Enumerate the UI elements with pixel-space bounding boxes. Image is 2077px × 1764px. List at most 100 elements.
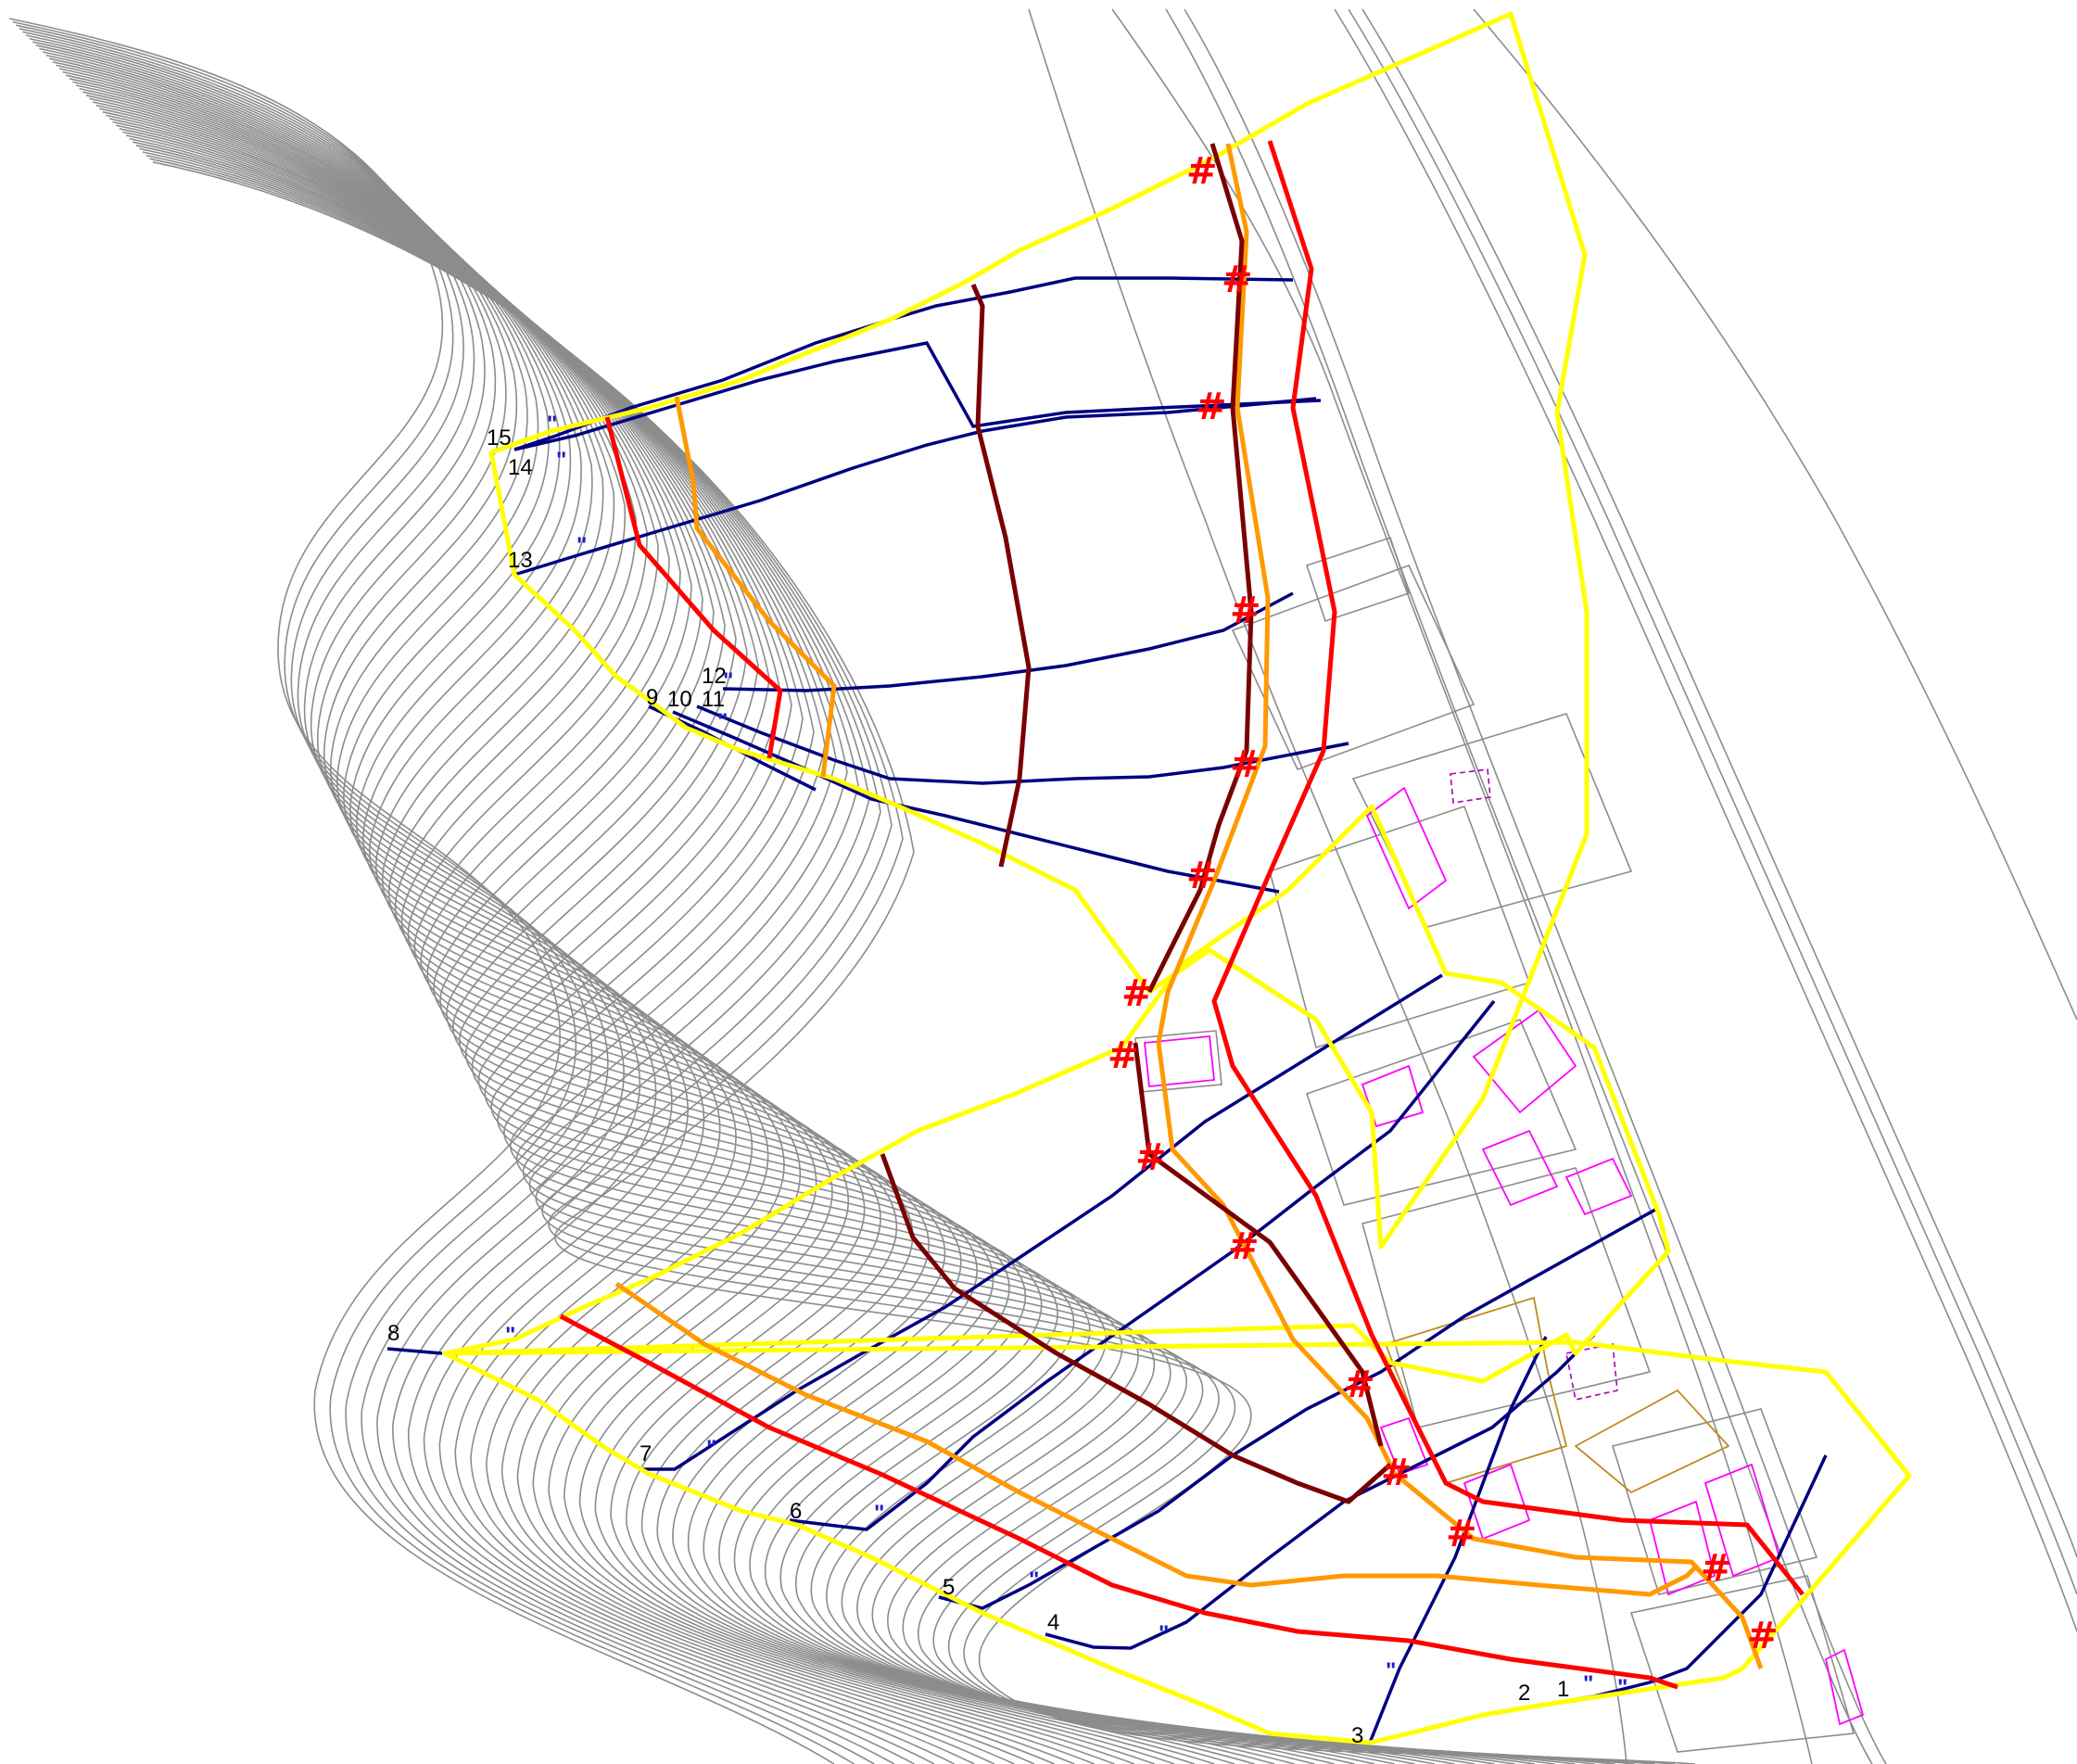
contour-line — [79, 87, 1255, 1764]
dark-line-middle — [970, 284, 1032, 868]
contour-line — [49, 57, 1075, 1764]
rail-line — [1334, 8, 2077, 1632]
section-label-2: 2 — [1518, 1681, 1530, 1706]
contour-line — [58, 68, 1135, 1764]
building-outline — [1144, 1035, 1215, 1087]
road-edge — [1111, 8, 1813, 1764]
tick-mark: " — [556, 448, 566, 473]
section-label-15: 15 — [487, 425, 512, 451]
section-line-5 — [938, 1208, 1656, 1610]
orange-line-upper — [1156, 143, 1764, 1669]
section-line-13 — [513, 397, 1317, 577]
lot-boundary — [1611, 1408, 1818, 1595]
contour-line — [116, 124, 1475, 1764]
section-line-3 — [1368, 1336, 1548, 1744]
section-label-7: 7 — [640, 1441, 652, 1466]
lot-boundary — [1351, 713, 1633, 928]
contour-line — [85, 95, 1296, 1764]
tick-mark: " — [874, 1501, 884, 1526]
contour-line — [45, 54, 1055, 1764]
building-outline — [1365, 786, 1448, 910]
contour-line — [135, 145, 1595, 1764]
building-outline — [1481, 1129, 1559, 1207]
lot-boundary — [1305, 1018, 1577, 1206]
contour-line — [139, 147, 1615, 1764]
profile-lines — [559, 140, 1805, 1690]
boundary-upper — [488, 11, 1589, 1250]
contour-line — [82, 91, 1275, 1764]
section-label-11: 11 — [702, 687, 725, 712]
contour-line — [22, 31, 915, 1764]
lot-boundary — [1231, 564, 1475, 771]
contour-line — [52, 61, 1095, 1764]
section-line-14 — [513, 341, 1322, 451]
contour-line — [66, 74, 1175, 1764]
contour-line — [112, 121, 1455, 1764]
crossing-marker: # — [1135, 1136, 1167, 1179]
crossing-marker: # — [1230, 743, 1261, 786]
red-line-left — [604, 416, 783, 759]
lot-boundary — [1305, 536, 1411, 623]
crossing-marker: # — [1108, 1034, 1139, 1077]
section-label-1: 1 — [1557, 1677, 1569, 1702]
orange-line-lower — [614, 1281, 1698, 1597]
crossing-marker: # — [1228, 1225, 1260, 1268]
section-label-9: 9 — [646, 685, 658, 710]
contour-line — [69, 78, 1196, 1764]
tick-mark: " — [1029, 1567, 1039, 1593]
lot-boundary — [1629, 1575, 1855, 1753]
contour-line — [92, 101, 1336, 1764]
section-line-8 — [386, 1347, 443, 1355]
tick-mark: " — [717, 709, 728, 734]
section-label-6: 6 — [790, 1499, 802, 1524]
crossing-marker: # — [1446, 1513, 1477, 1555]
crossing-markers: # # # # # # # # # # # # # # # — [1108, 150, 1779, 1657]
contour-line — [152, 161, 1695, 1764]
red-line-upper — [1211, 140, 1805, 1596]
contour-line — [133, 141, 1576, 1764]
contour-line — [89, 97, 1315, 1764]
dark-line-bottom — [880, 1153, 1392, 1504]
crossing-marker: # — [1222, 259, 1253, 301]
crossing-marker: # — [1196, 386, 1227, 428]
crossing-marker: # — [1121, 972, 1153, 1015]
tick-mark: " — [576, 533, 587, 558]
section-line-11 — [696, 704, 1349, 785]
crossing-marker: # — [1186, 150, 1218, 193]
crossing-marker: # — [1186, 855, 1218, 897]
red-line-lower — [559, 1313, 1678, 1690]
contour-line — [56, 64, 1115, 1764]
section-label-12: 12 — [702, 664, 727, 689]
road-edge — [1165, 8, 1873, 1764]
dark-line-upper — [1146, 143, 1254, 994]
section-label-5: 5 — [943, 1575, 955, 1600]
contour-line — [149, 158, 1676, 1764]
existing-structure — [1384, 1296, 1568, 1485]
boundary-middle — [442, 804, 1671, 1384]
contour-line — [99, 108, 1375, 1764]
tick-mark: " — [723, 668, 733, 693]
tick-mark: " — [505, 1323, 515, 1348]
contour-line — [39, 47, 1015, 1764]
section-label-14: 14 — [508, 455, 533, 480]
existing-structure — [1574, 1389, 1730, 1494]
building-outline — [1564, 1157, 1633, 1216]
dark-line-lower — [1133, 1042, 1384, 1447]
contour-line — [129, 137, 1555, 1764]
contour-line — [108, 118, 1436, 1764]
tick-mark: " — [547, 412, 557, 437]
section-label-4: 4 — [1047, 1610, 1059, 1635]
section-line-12 — [722, 591, 1294, 692]
rail-line — [1473, 8, 2077, 1021]
contour-line — [8, 18, 835, 1764]
crossing-marker: # — [1701, 1547, 1732, 1590]
crossing-marker: # — [1747, 1615, 1779, 1657]
tick-mark: " — [1583, 1671, 1593, 1696]
building-outline — [1379, 1416, 1429, 1476]
section-label-8: 8 — [387, 1321, 399, 1346]
building-outline — [1648, 1500, 1716, 1596]
contour-line — [122, 131, 1515, 1764]
contour-line — [146, 154, 1655, 1764]
crossing-marker: # — [1230, 590, 1261, 632]
